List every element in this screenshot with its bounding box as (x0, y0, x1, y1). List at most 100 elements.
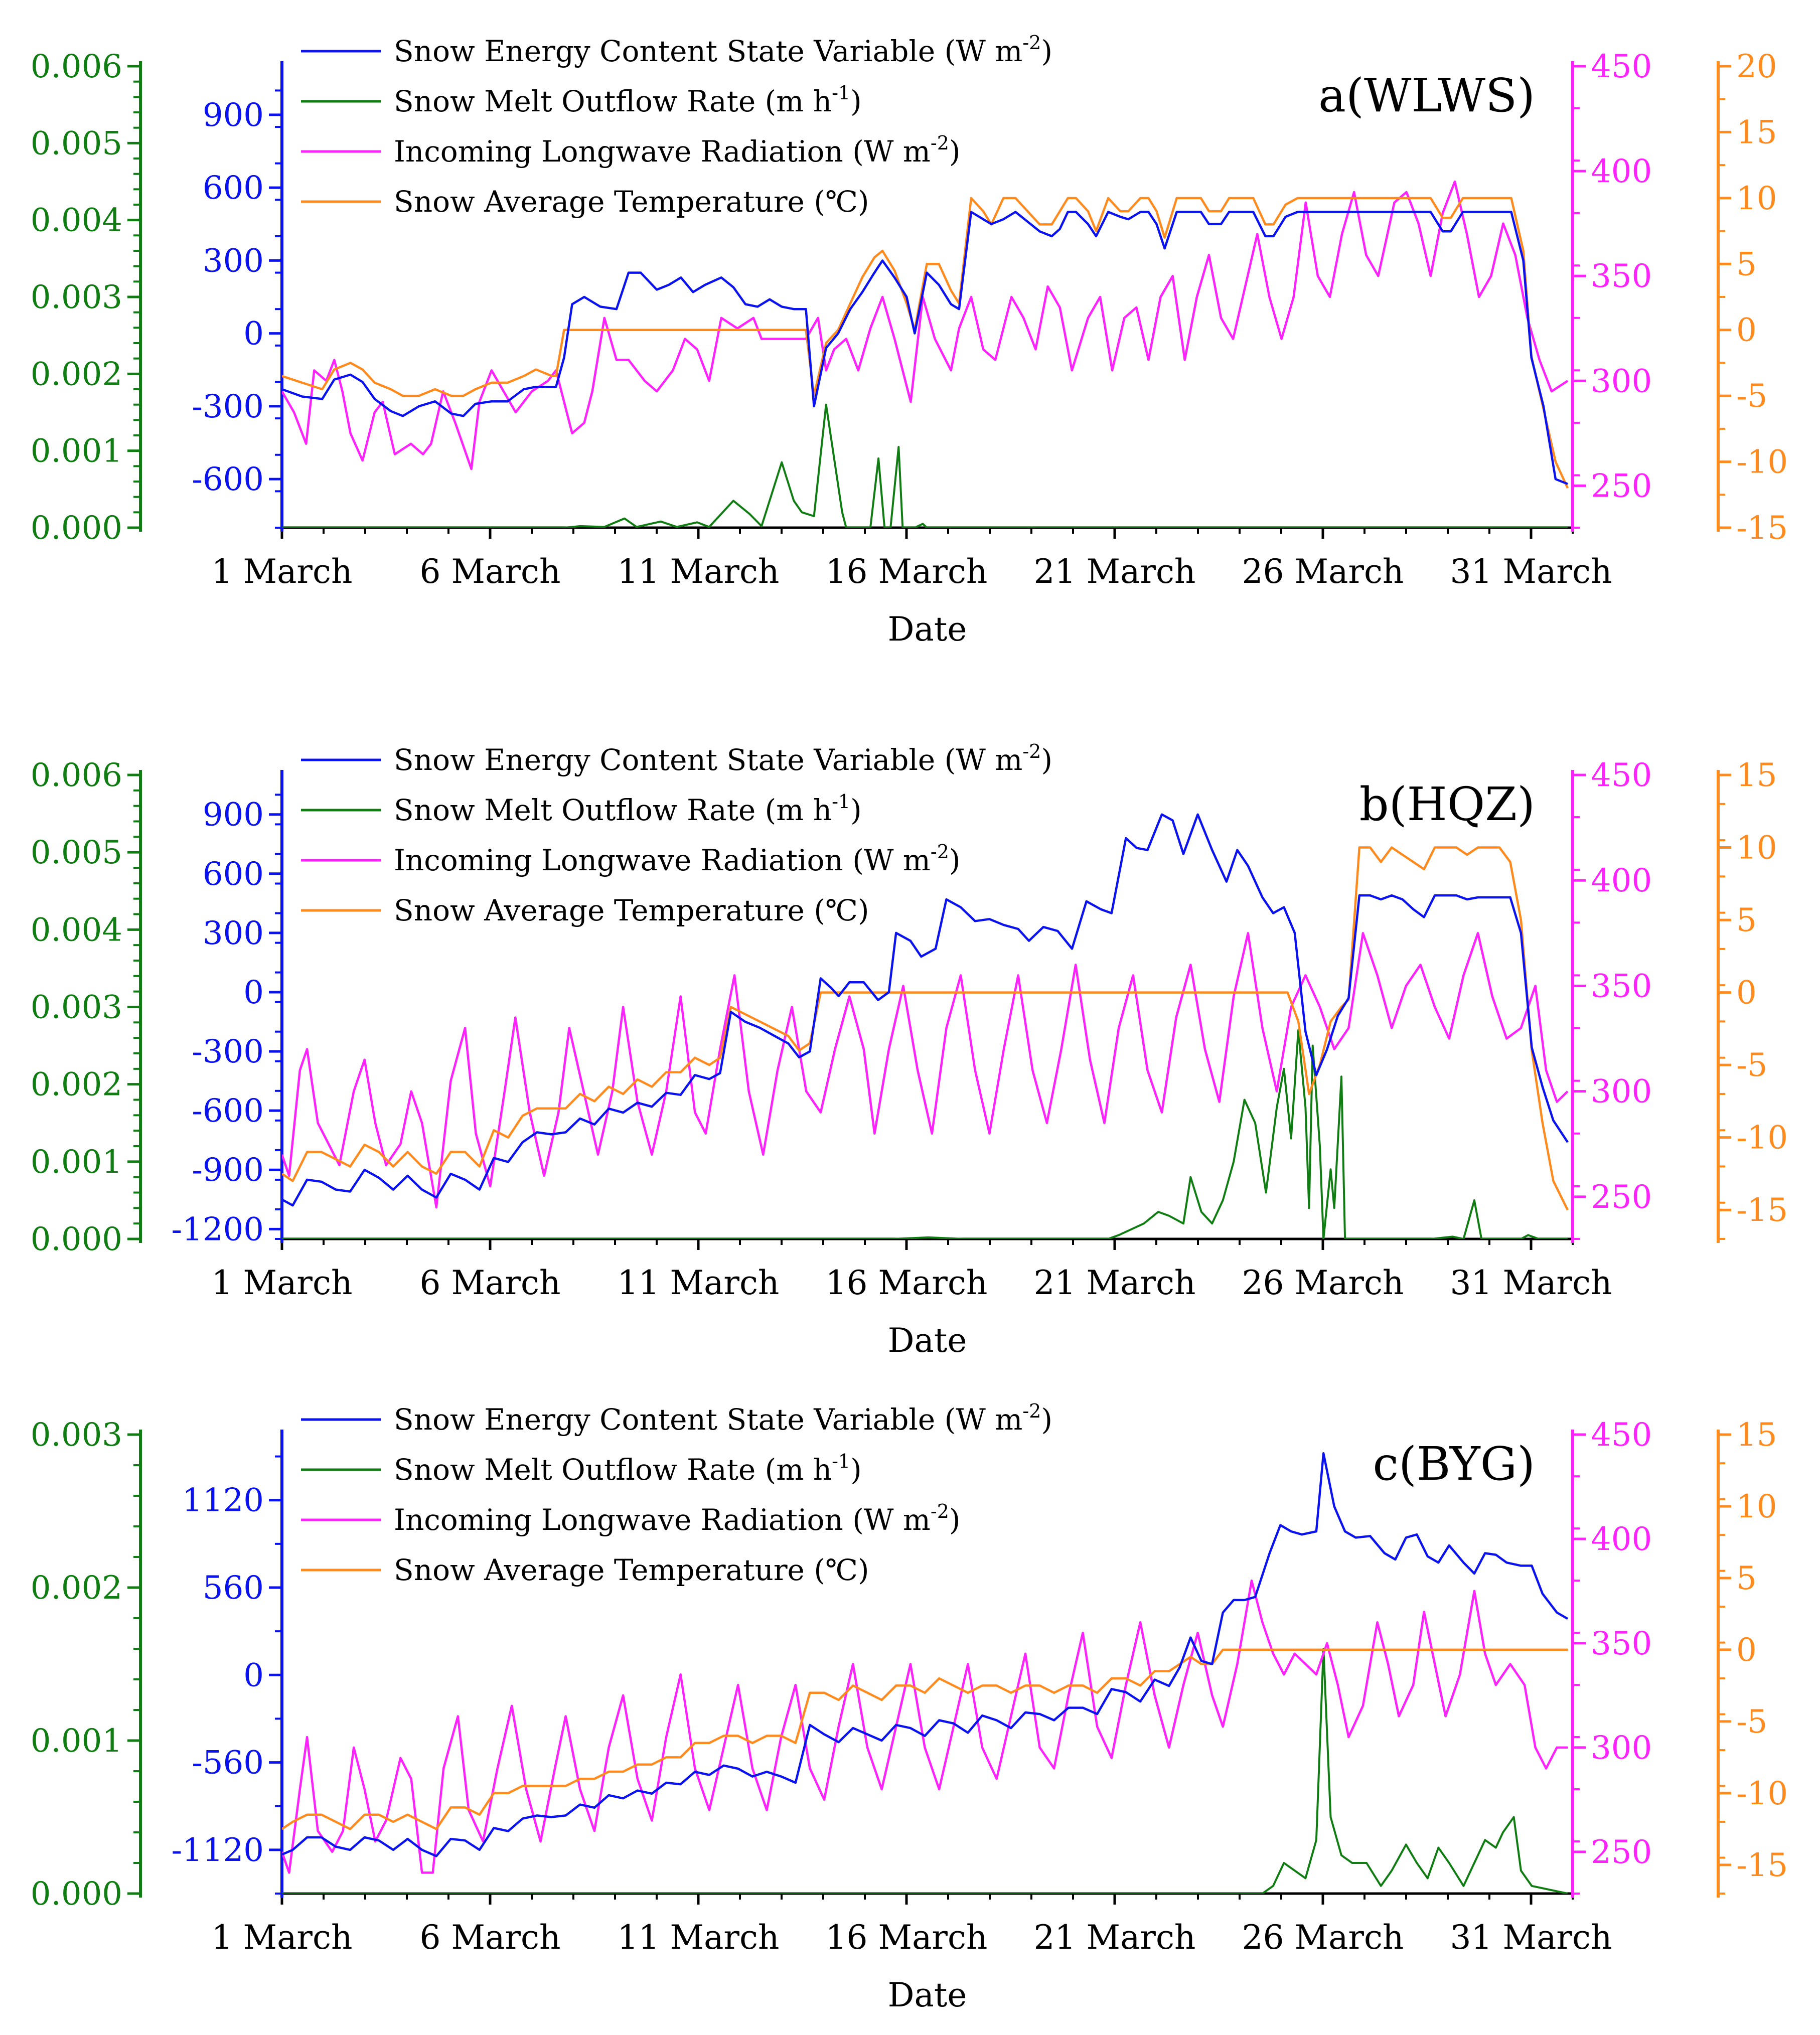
panel-a: 1 March 6 March 11 March 16 March 21 March 26… (31, 32, 1788, 649)
series-energy-line (282, 1452, 1569, 1857)
x-tick-label: 6 March (420, 1264, 561, 1302)
melt-tick-label: 0.002 (31, 1066, 122, 1104)
temp-tick-label: -10 (1736, 1120, 1788, 1157)
energy-tick-label: -1200 (172, 1211, 264, 1248)
x-tick-label: 11 March (618, 1264, 780, 1302)
energy-tick-label: 560 (203, 1570, 264, 1607)
x-tick-label: 26 March (1242, 1918, 1404, 1957)
x-tick-label: 1 March (212, 1264, 353, 1302)
lw-tick-label: 250 (1591, 1834, 1652, 1871)
energy-tick-label: 300 (203, 242, 264, 279)
temp-tick-label: 0 (1736, 975, 1757, 1012)
legend-label-melt: Snow Melt Outflow Rate (m h-1) (394, 1450, 862, 1487)
panel-title: b(HQZ) (1359, 777, 1535, 831)
energy-tick-label: 0 (243, 974, 264, 1011)
x-tick-label: 1 March (212, 1918, 353, 1957)
temp-tick-label: -10 (1736, 444, 1788, 481)
lw-tick-label: 350 (1591, 258, 1652, 295)
x-tick-label: 16 March (826, 552, 988, 591)
lw-tick-label: 350 (1591, 968, 1652, 1005)
series-melt-line (282, 1029, 1568, 1239)
lw-tick-label: 300 (1591, 1730, 1652, 1767)
legend-label-temp: Snow Average Temperature (℃) (394, 893, 869, 927)
temp-tick-label: 5 (1736, 246, 1757, 283)
legend-label-melt: Snow Melt Outflow Rate (m h-1) (394, 82, 862, 118)
energy-tick-label: 300 (203, 915, 264, 952)
lw-tick-label: 400 (1591, 862, 1652, 899)
series-energy-line (282, 211, 1568, 485)
legend-label-melt: Snow Melt Outflow Rate (m h-1) (394, 791, 862, 827)
energy-tick-label: -300 (192, 388, 264, 425)
energy-tick-label: -1120 (172, 1832, 264, 1869)
energy-tick-label: -600 (192, 461, 264, 498)
temp-tick-label: -15 (1736, 510, 1788, 547)
lw-tick-label: 400 (1591, 153, 1652, 190)
x-axis-title: Date (888, 1321, 967, 1360)
x-tick-label: 21 March (1034, 1918, 1196, 1957)
series-lw-line (282, 180, 1569, 471)
series-melt-line (282, 1648, 1568, 1894)
energy-tick-label: 900 (203, 797, 264, 834)
series-melt-line (282, 403, 1568, 528)
x-tick-label: 1 March (212, 552, 353, 591)
melt-tick-label: 0.004 (31, 202, 122, 239)
energy-tick-label: -900 (192, 1152, 264, 1189)
legend-label-temp: Snow Average Temperature (℃) (394, 1553, 869, 1587)
temp-tick-label: -15 (1736, 1192, 1788, 1229)
x-tick-label: 6 March (420, 1918, 561, 1957)
legend-label-energy: Snow Energy Content State Variable (W m-… (394, 740, 1052, 777)
x-tick-label: 11 March (618, 1918, 780, 1957)
legend-label-energy: Snow Energy Content State Variable (W m-… (394, 1400, 1052, 1437)
temp-tick-label: 10 (1736, 1488, 1777, 1525)
temp-tick-label: -5 (1736, 378, 1767, 415)
temp-tick-label: 0 (1736, 1632, 1757, 1669)
panel-title: c(BYG) (1373, 1437, 1535, 1491)
legend-label-lw: Incoming Longwave Radiation (W m-2) (394, 132, 961, 169)
x-tick-label: 31 March (1450, 1264, 1612, 1302)
legend: Snow Energy Content State Variable (W m-… (301, 740, 1052, 927)
x-tick-label: 16 March (826, 1918, 988, 1957)
lw-tick-label: 250 (1591, 1179, 1652, 1216)
panel-c: 1 March 6 March 11 March 16 March 21 March 26… (31, 1400, 1788, 2014)
energy-tick-label: -600 (192, 1092, 264, 1130)
energy-tick-label: 1120 (182, 1482, 264, 1519)
x-tick-label: 26 March (1242, 1264, 1404, 1302)
melt-tick-label: 0.000 (31, 1875, 122, 1913)
lw-tick-label: 350 (1591, 1625, 1652, 1662)
legend-label-lw: Incoming Longwave Radiation (W m-2) (394, 841, 961, 877)
lw-tick-label: 300 (1591, 1073, 1652, 1111)
melt-tick-label: 0.001 (31, 433, 122, 470)
x-tick-label: 26 March (1242, 552, 1404, 591)
temp-tick-label: 15 (1736, 757, 1777, 794)
energy-tick-label: 600 (203, 856, 264, 893)
series-temp-line (282, 1648, 1568, 1830)
energy-tick-label: 900 (203, 97, 264, 134)
melt-tick-label: 0.004 (31, 911, 122, 949)
melt-tick-label: 0.001 (31, 1144, 122, 1181)
melt-tick-label: 0.001 (31, 1723, 122, 1760)
series-lw-line (282, 1579, 1568, 1874)
melt-tick-label: 0.006 (31, 48, 122, 85)
melt-tick-label: 0.006 (31, 757, 122, 794)
melt-tick-label: 0.003 (31, 1417, 122, 1454)
lw-tick-label: 450 (1591, 48, 1652, 85)
lw-tick-label: 400 (1591, 1521, 1652, 1558)
energy-tick-label: 0 (243, 1657, 264, 1694)
legend: Snow Energy Content State Variable (W m-… (301, 32, 1052, 219)
x-tick-label: 6 March (420, 552, 561, 591)
x-tick-label: 21 March (1034, 552, 1196, 591)
series-temp-line (282, 846, 1569, 1211)
temp-tick-label: 10 (1736, 180, 1777, 217)
series-energy-line (282, 813, 1569, 1207)
energy-tick-label: 600 (203, 170, 264, 207)
panel-b: 1 March 6 March 11 March 16 March 21 March 26… (31, 740, 1788, 1360)
temp-tick-label: 5 (1736, 1560, 1757, 1597)
x-tick-label: 21 March (1034, 1264, 1196, 1302)
temp-tick-label: 15 (1736, 114, 1777, 151)
energy-tick-label: -560 (192, 1745, 264, 1782)
x-axis-title: Date (888, 610, 967, 649)
series-temp-line (282, 197, 1569, 489)
temp-tick-label: -10 (1736, 1775, 1788, 1812)
legend-label-lw: Incoming Longwave Radiation (W m-2) (394, 1500, 961, 1537)
